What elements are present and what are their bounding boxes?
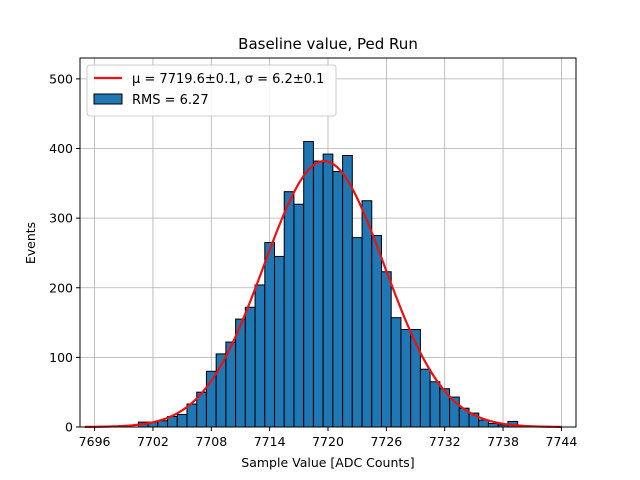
gaussian-fit-curve: [84, 159, 562, 428]
histogram-bar: [419, 368, 431, 428]
histogram-bar: [380, 271, 392, 428]
x-tick-label: 7720: [312, 434, 344, 449]
x-tick-label: 7702: [137, 434, 169, 449]
legend: μ = 7719.6±0.1, σ = 6.2±0.1 RMS = 6.27: [86, 64, 337, 117]
y-tick-label: 400: [49, 141, 73, 156]
histogram-bar: [283, 191, 295, 428]
histogram-bar: [400, 329, 412, 428]
histogram-bar: [293, 203, 305, 428]
histogram-bar: [361, 200, 373, 428]
histogram-bar: [351, 237, 363, 428]
x-tick-label: 7696: [79, 434, 111, 449]
y-tick-label: 500: [49, 71, 73, 86]
y-axis-ticks: 0 100 200 300 400 500: [49, 71, 80, 435]
histogram-bar: [274, 255, 285, 428]
y-tick-label: 0: [65, 420, 73, 435]
y-tick-label: 200: [49, 280, 73, 295]
histogram-bar: [322, 153, 334, 428]
histogram-bar: [312, 160, 324, 428]
histogram-bar: [371, 235, 382, 428]
histogram-bar: [186, 403, 198, 428]
y-tick-label: 100: [49, 350, 73, 365]
y-axis-label: Events: [23, 222, 38, 264]
x-tick-label: 7726: [370, 434, 402, 449]
histogram-bar: [244, 306, 256, 428]
histogram-bar: [429, 381, 441, 428]
histogram-bar: [332, 170, 344, 428]
fit-curve-layer: [84, 159, 562, 428]
x-tick-label: 7744: [546, 434, 578, 449]
x-tick-label: 7708: [195, 434, 227, 449]
y-tick-label: 300: [49, 211, 73, 226]
legend-fit-label: μ = 7719.6±0.1, σ = 6.2±0.1: [132, 72, 324, 87]
histogram-bar: [264, 242, 276, 428]
histogram-bar: [303, 141, 314, 428]
histogram-bar: [390, 317, 402, 428]
histogram-bar: [176, 413, 188, 428]
histogram-bar: [487, 423, 499, 428]
histogram-bars: [137, 141, 519, 428]
legend-hist-swatch: [93, 93, 123, 105]
x-tick-label: 7738: [487, 434, 519, 449]
legend-hist-label: RMS = 6.27: [132, 93, 209, 108]
x-tick-label: 7732: [429, 434, 461, 449]
histogram-bar: [342, 154, 353, 428]
x-tick-label: 7714: [254, 434, 286, 449]
histogram-bar: [254, 284, 266, 428]
x-axis-label: Sample Value [ADC Counts]: [241, 455, 414, 470]
chart-title: Baseline value, Ped Run: [238, 35, 418, 53]
legend-box: [86, 64, 337, 117]
x-axis-ticks: 7696 7702 7708 7714 7720 7726 7732 7738 7744: [79, 427, 578, 449]
